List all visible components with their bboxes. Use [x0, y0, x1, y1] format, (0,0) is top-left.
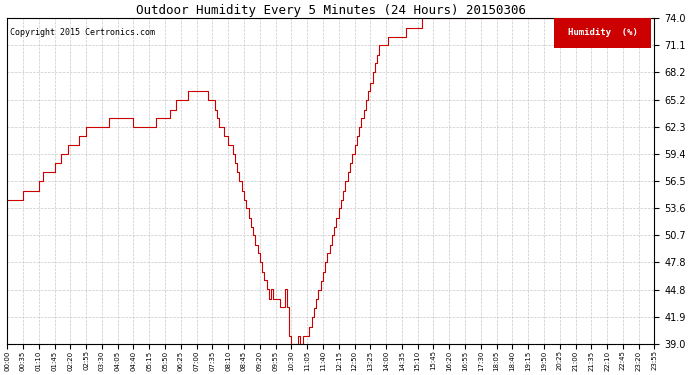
- Title: Outdoor Humidity Every 5 Minutes (24 Hours) 20150306: Outdoor Humidity Every 5 Minutes (24 Hou…: [136, 4, 526, 17]
- Text: Copyright 2015 Certronics.com: Copyright 2015 Certronics.com: [10, 28, 155, 37]
